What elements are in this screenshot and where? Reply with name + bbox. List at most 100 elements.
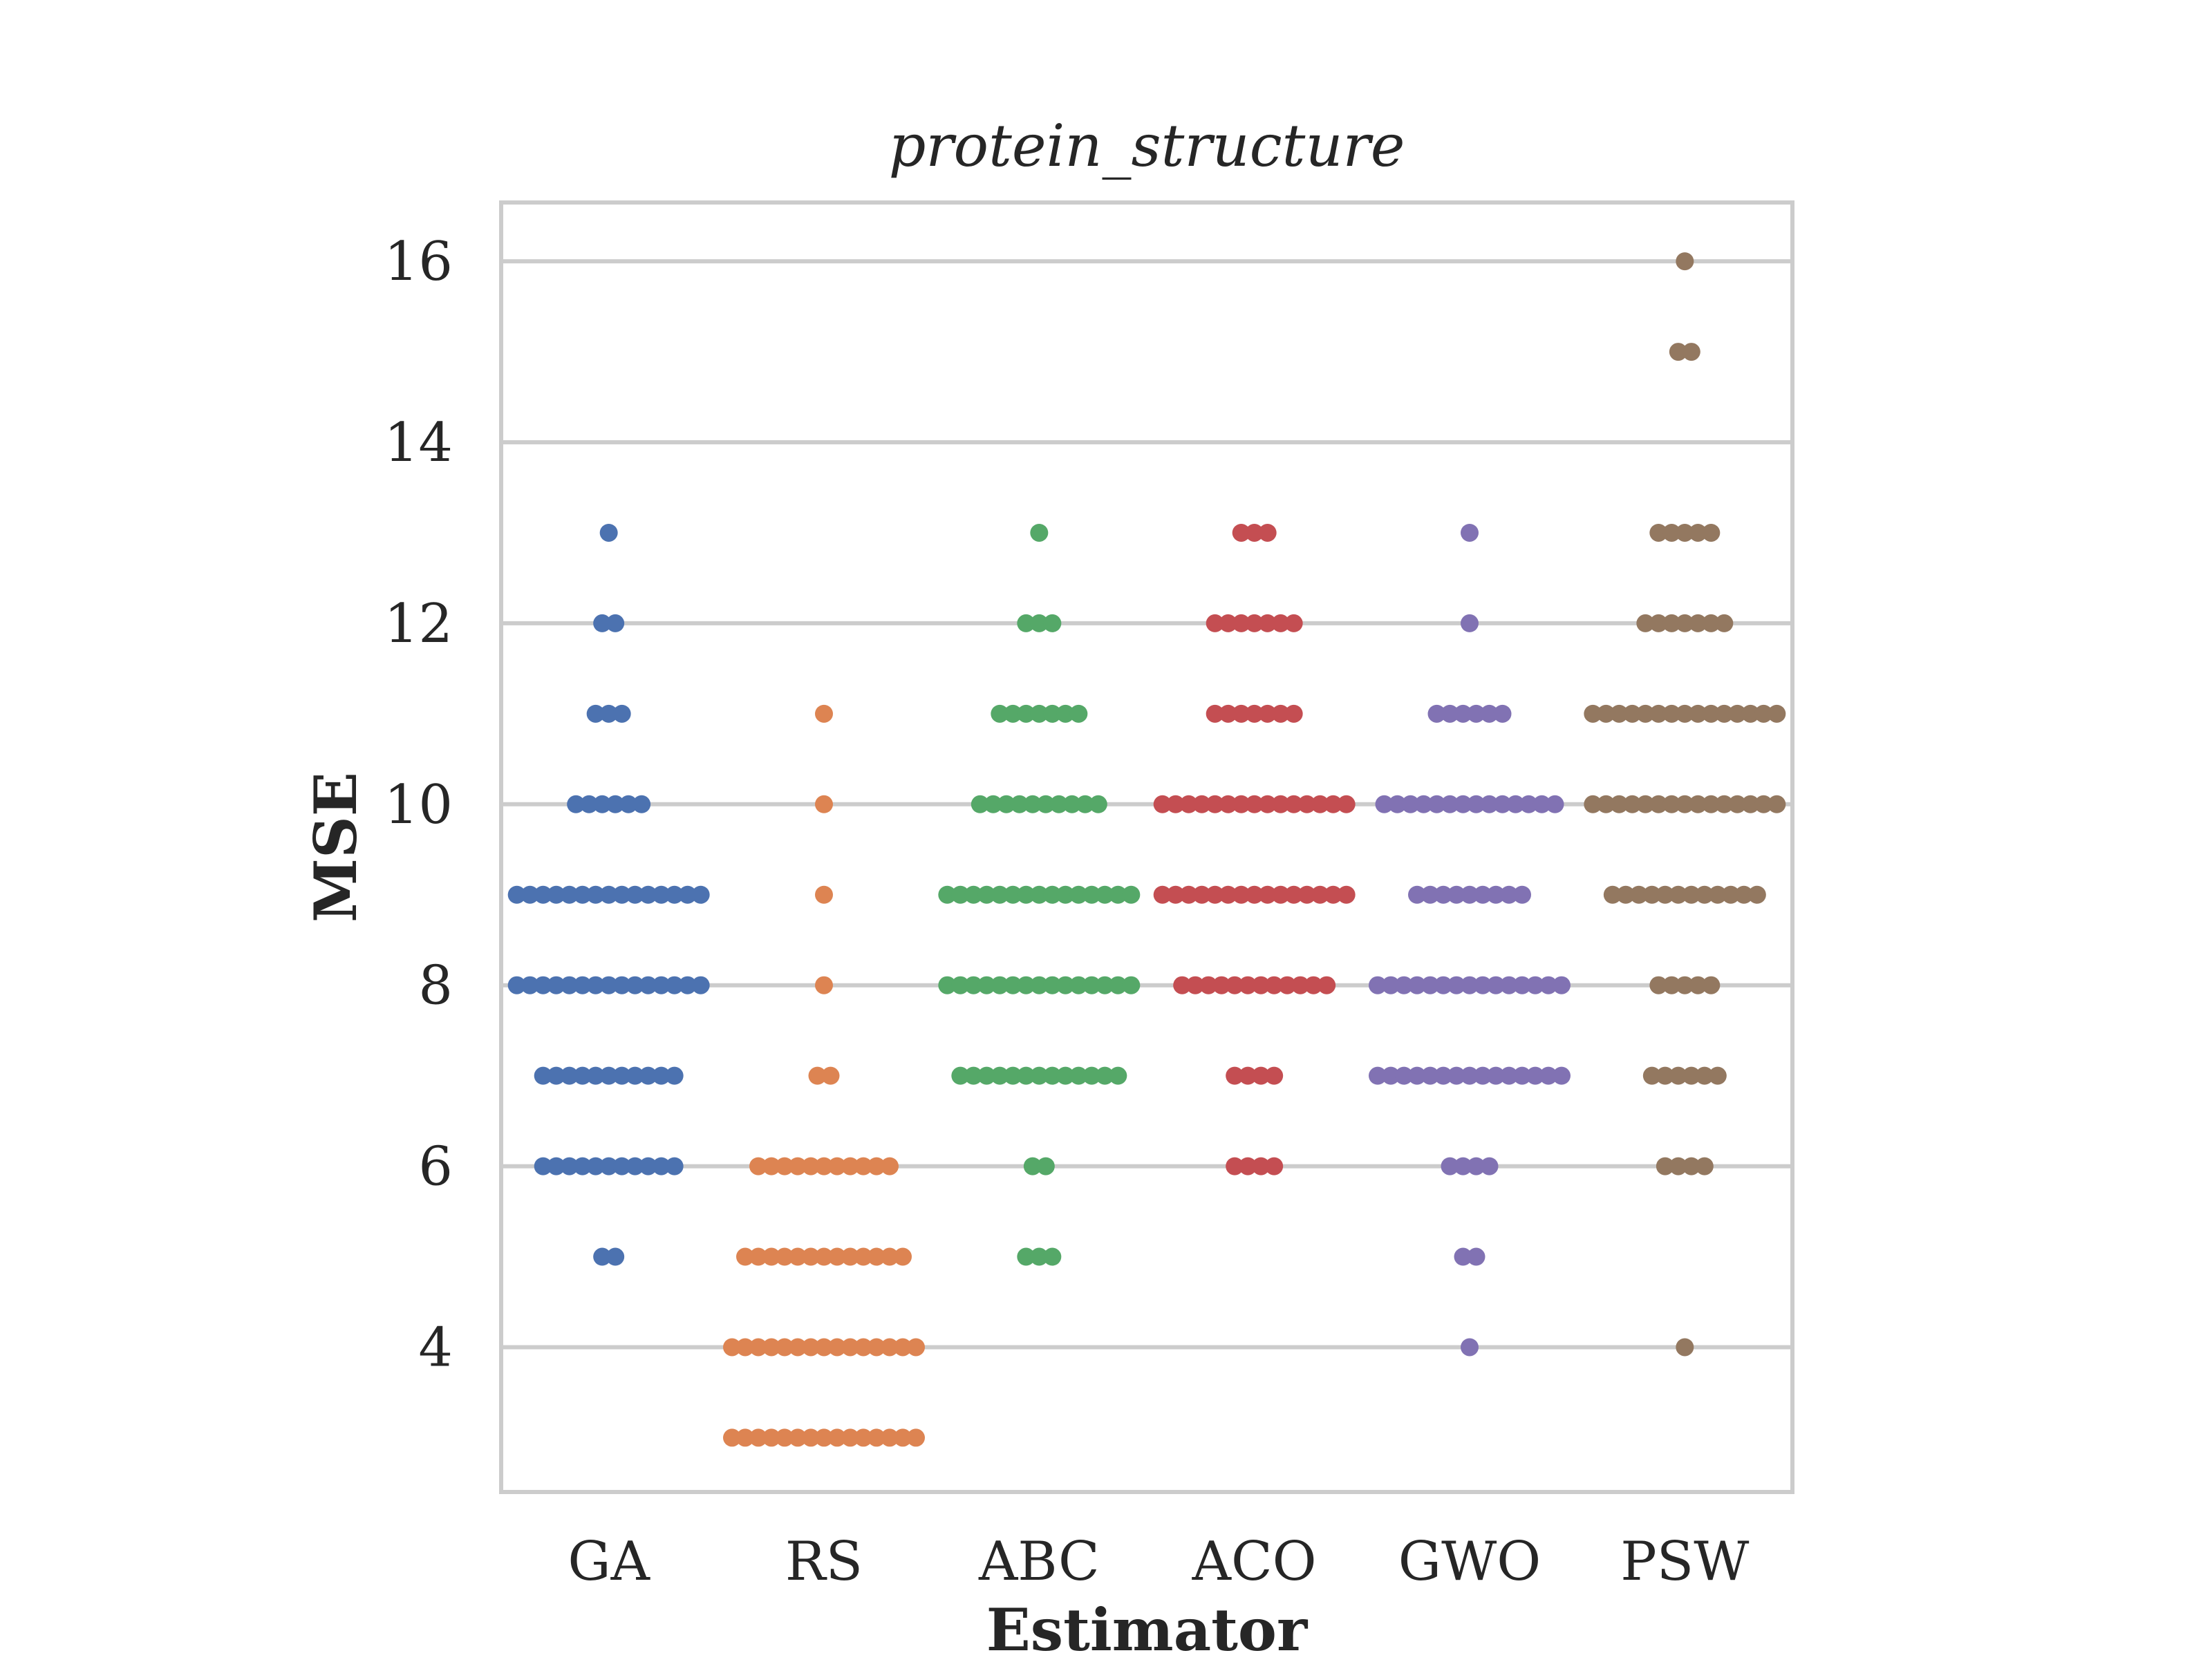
data-point — [665, 1157, 684, 1175]
y-tick-label: 6 — [418, 1136, 453, 1198]
data-point — [1232, 614, 1250, 632]
data-point — [547, 885, 565, 904]
data-point — [573, 1066, 592, 1085]
data-point — [1109, 1066, 1127, 1085]
data-point — [1401, 795, 1420, 813]
data-point — [1056, 885, 1075, 904]
data-point — [1388, 795, 1407, 813]
data-point — [1192, 885, 1211, 904]
data-point — [977, 885, 996, 904]
data-point — [580, 795, 599, 813]
data-point — [573, 1157, 592, 1175]
data-point — [586, 976, 605, 994]
data-point — [1036, 1157, 1055, 1175]
data-point — [1017, 704, 1035, 723]
data-point — [1082, 976, 1101, 994]
data-point — [1656, 885, 1674, 904]
data-point — [1461, 1338, 1479, 1357]
data-point — [1206, 614, 1224, 632]
data-point — [599, 704, 618, 723]
data-point — [841, 1428, 859, 1447]
y-tick-labels: 4 6 8 10 12 14 16 — [384, 231, 453, 1379]
data-point — [1049, 795, 1068, 813]
data-point — [1004, 704, 1022, 723]
data-point — [1649, 704, 1668, 723]
data-point — [606, 614, 625, 632]
data-point — [802, 1157, 820, 1175]
data-point — [1166, 795, 1185, 813]
data-point — [1245, 523, 1264, 542]
data-point — [1271, 614, 1290, 632]
data-point — [1219, 795, 1237, 813]
data-point — [1284, 614, 1303, 632]
data-point — [749, 1428, 767, 1447]
data-point — [1382, 1066, 1400, 1085]
data-point — [1043, 704, 1062, 723]
data-point — [881, 1157, 899, 1175]
data-point — [815, 1428, 833, 1447]
data-point — [1662, 523, 1681, 542]
data-point — [599, 1066, 618, 1085]
data-point — [1258, 614, 1277, 632]
y-tick-label: 4 — [418, 1316, 453, 1379]
data-point — [1421, 1066, 1439, 1085]
data-point — [1662, 614, 1681, 632]
data-point — [841, 1157, 859, 1175]
data-point — [854, 1338, 872, 1357]
data-point — [1043, 614, 1062, 632]
data-point — [1676, 614, 1694, 632]
data-point — [1461, 1066, 1479, 1085]
data-point — [1642, 885, 1661, 904]
data-point — [1036, 795, 1055, 813]
data-point — [652, 885, 671, 904]
data-point — [789, 1428, 807, 1447]
y-tick-label: 8 — [418, 955, 453, 1017]
data-point — [1689, 795, 1707, 813]
data-point — [1245, 704, 1264, 723]
data-point — [507, 885, 526, 904]
data-point — [991, 704, 1009, 723]
data-point — [1179, 885, 1198, 904]
data-point — [1284, 795, 1303, 813]
data-point — [1669, 885, 1687, 904]
data-point — [1728, 704, 1747, 723]
data-points — [507, 252, 1786, 1447]
data-point — [1768, 704, 1786, 723]
data-point — [868, 1338, 885, 1357]
data-point — [762, 1157, 780, 1175]
data-point — [1375, 795, 1394, 813]
data-point — [599, 1157, 618, 1175]
data-point — [1676, 795, 1694, 813]
data-point — [560, 885, 579, 904]
data-point — [560, 1157, 579, 1175]
data-point — [1245, 885, 1264, 904]
data-point — [854, 1247, 872, 1266]
data-point — [1513, 976, 1531, 994]
data-point — [1069, 704, 1088, 723]
data-point — [1258, 885, 1277, 904]
data-point — [951, 885, 970, 904]
data-point — [1461, 885, 1479, 904]
chart-title: protein_structure — [889, 112, 1405, 180]
data-point — [1109, 976, 1127, 994]
data-point — [1245, 614, 1264, 632]
data-point — [1434, 1066, 1452, 1085]
data-point — [1311, 885, 1329, 904]
data-point — [1109, 885, 1127, 904]
data-point — [1454, 704, 1472, 723]
data-point — [1584, 795, 1602, 813]
data-point — [1069, 885, 1088, 904]
data-point — [1192, 795, 1211, 813]
data-point — [1056, 1066, 1075, 1085]
data-point — [868, 1247, 885, 1266]
data-point — [1506, 795, 1525, 813]
data-point — [1030, 885, 1049, 904]
gridlines — [501, 259, 1792, 1350]
data-point — [1062, 795, 1081, 813]
data-point — [1682, 885, 1700, 904]
data-point — [907, 1428, 925, 1447]
data-point — [1239, 1066, 1257, 1085]
data-point — [1695, 1157, 1714, 1175]
data-point — [1461, 976, 1479, 994]
data-point — [1467, 1247, 1485, 1266]
